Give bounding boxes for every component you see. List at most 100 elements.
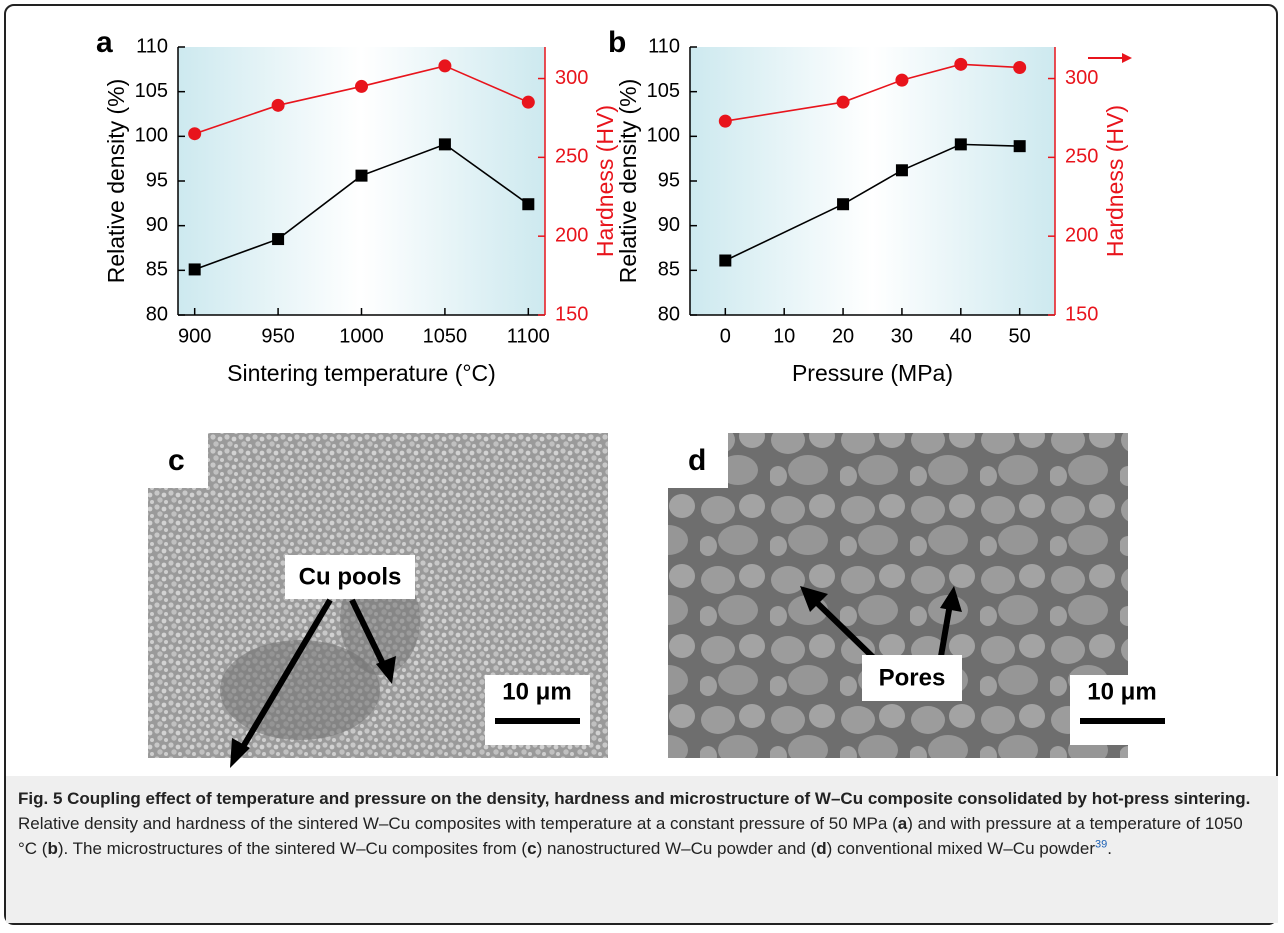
label-box (668, 433, 728, 488)
data-point (954, 57, 968, 71)
y-axis-label: Relative density (%) (615, 79, 641, 284)
panel-label: a (96, 26, 113, 59)
caption-text: b (47, 839, 58, 858)
caption-text: 39 (1095, 838, 1108, 851)
caption-text: . (1107, 839, 1112, 858)
annotation: Pores (879, 664, 946, 691)
chart-panel: a 80 85 90 95 100 105 110 150 200 250 300 900 950 1000… (96, 26, 618, 386)
caption-text: ) conventional mixed W–Cu powder (826, 839, 1096, 858)
y-tick-label: 85 (146, 259, 168, 281)
chart-panel: b 80 85 90 95 100 105 110 150 200 250 300 0 10 20 30 40 5… (608, 26, 1128, 386)
arrow (349, 598, 389, 672)
y2-tick-label: 150 (555, 303, 588, 325)
y2-tick-label: 150 (1065, 303, 1098, 325)
y2-tick-label: 300 (1065, 67, 1098, 89)
scale-bar (1080, 718, 1165, 724)
arrow (809, 595, 881, 665)
caption-text: ) and with pressure at a temperature of … (18, 814, 1243, 858)
arrowhead (800, 586, 828, 612)
label-box (148, 433, 208, 488)
x-tick-label: 1100 (507, 325, 550, 347)
y-tick-label: 80 (658, 303, 680, 325)
y-tick-label: 105 (647, 80, 680, 102)
y2-axis-label: Hardness (HV) (1102, 105, 1128, 257)
data-point (522, 198, 535, 211)
arrow (937, 603, 953, 663)
x-tick-label: 40 (950, 325, 972, 347)
y-tick-label: 95 (658, 169, 680, 191)
data-point (188, 263, 201, 276)
y-tick-label: 85 (658, 259, 680, 281)
caption-text: c (527, 839, 537, 858)
y-tick-label: 110 (136, 35, 168, 57)
micrograph-c: c Cu pools 10 μm (148, 433, 608, 768)
data-point (355, 79, 368, 93)
y-tick-label: 105 (135, 80, 168, 102)
arrowhead (940, 586, 962, 612)
panel-label: d (688, 444, 706, 477)
data-point (895, 73, 909, 87)
caption: Fig. 5 Coupling effect of temperature an… (6, 776, 1278, 923)
scale-bar-label: 10 μm (502, 678, 571, 705)
arrowhead (1122, 53, 1132, 63)
x-tick-label: 1000 (339, 325, 384, 347)
caption-text: ). The microstructures of the sintered W… (57, 839, 528, 858)
y2-tick-label: 200 (1065, 224, 1098, 246)
caption-text: ) nanostructured W–Cu powder and ( (536, 839, 817, 858)
y2-tick-label: 200 (555, 224, 588, 246)
micrograph-image (668, 433, 1128, 758)
x-tick-label: 900 (178, 325, 211, 347)
data-point (438, 59, 452, 73)
data-point (438, 138, 451, 151)
caption-text: a (897, 814, 908, 833)
x-tick-label: 950 (261, 325, 294, 347)
annotation: Cu pools (299, 563, 402, 590)
data-point (272, 233, 285, 246)
x-tick-label: 20 (832, 325, 854, 347)
scale-box (1070, 675, 1175, 745)
data-point (521, 95, 535, 109)
data-point (355, 169, 368, 182)
y2-tick-label: 250 (1065, 146, 1098, 168)
data-point (719, 254, 732, 267)
scale-bar (495, 718, 580, 724)
data-point (1013, 140, 1026, 153)
panel-label: b (608, 26, 626, 59)
y-tick-label: 90 (658, 214, 680, 236)
arrow (237, 598, 333, 754)
caption-text: Relative density and hardness of the sin… (18, 814, 898, 833)
annotation-box (285, 555, 415, 599)
data-point (718, 114, 732, 128)
x-tick-label: 0 (720, 325, 731, 347)
x-tick-label: 50 (1009, 325, 1031, 347)
y2-tick-label: 300 (555, 67, 588, 89)
y-axis-label: Relative density (%) (103, 79, 129, 284)
micrograph-d: d Pores 10 μm (668, 433, 1175, 758)
y-tick-label: 100 (647, 125, 680, 147)
caption-text: d (816, 839, 827, 858)
y2-tick-label: 250 (555, 146, 588, 168)
y-tick-label: 110 (648, 35, 680, 57)
scale-bar-label: 10 μm (1087, 678, 1156, 705)
plot-background (690, 47, 1055, 315)
x-axis-label: Pressure (MPa) (792, 360, 953, 386)
data-point (271, 98, 285, 112)
figure-frame (4, 4, 1278, 925)
y-tick-label: 95 (146, 169, 168, 191)
data-point (188, 127, 202, 141)
y-tick-label: 100 (135, 125, 168, 147)
data-point (836, 95, 850, 109)
data-point (837, 198, 850, 211)
x-tick-label: 1050 (423, 325, 468, 347)
data-point (895, 164, 908, 177)
x-axis-label: Sintering temperature (°C) (227, 360, 496, 386)
y2-axis-label: Hardness (HV) (592, 105, 618, 257)
arrowhead (376, 656, 396, 684)
x-tick-label: 10 (773, 325, 795, 347)
caption-text: Fig. 5 Coupling effect of temperature an… (18, 789, 1251, 808)
x-tick-label: 30 (891, 325, 913, 347)
arrowhead (230, 738, 250, 768)
scale-box (485, 675, 590, 745)
